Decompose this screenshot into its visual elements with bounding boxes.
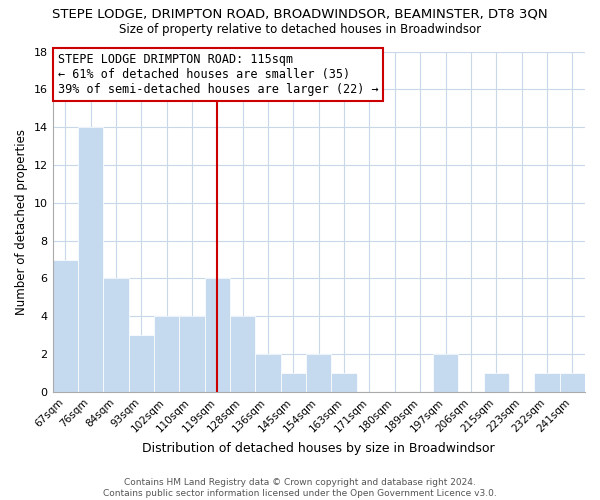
Text: STEPE LODGE DRIMPTON ROAD: 115sqm
← 61% of detached houses are smaller (35)
39% : STEPE LODGE DRIMPTON ROAD: 115sqm ← 61% … <box>58 53 379 96</box>
Text: STEPE LODGE, DRIMPTON ROAD, BROADWINDSOR, BEAMINSTER, DT8 3QN: STEPE LODGE, DRIMPTON ROAD, BROADWINDSOR… <box>52 8 548 20</box>
Bar <box>484 373 509 392</box>
Text: Contains HM Land Registry data © Crown copyright and database right 2024.
Contai: Contains HM Land Registry data © Crown c… <box>103 478 497 498</box>
Bar <box>154 316 179 392</box>
Bar <box>78 127 103 392</box>
Bar <box>128 335 154 392</box>
Bar <box>560 373 585 392</box>
Text: Size of property relative to detached houses in Broadwindsor: Size of property relative to detached ho… <box>119 22 481 36</box>
Bar <box>230 316 256 392</box>
Bar <box>205 278 230 392</box>
Bar <box>179 316 205 392</box>
Bar <box>103 278 128 392</box>
Bar <box>534 373 560 392</box>
X-axis label: Distribution of detached houses by size in Broadwindsor: Distribution of detached houses by size … <box>142 442 495 455</box>
Bar <box>53 260 78 392</box>
Bar <box>281 373 306 392</box>
Y-axis label: Number of detached properties: Number of detached properties <box>15 128 28 314</box>
Bar <box>306 354 331 392</box>
Bar <box>331 373 357 392</box>
Bar <box>433 354 458 392</box>
Bar <box>256 354 281 392</box>
